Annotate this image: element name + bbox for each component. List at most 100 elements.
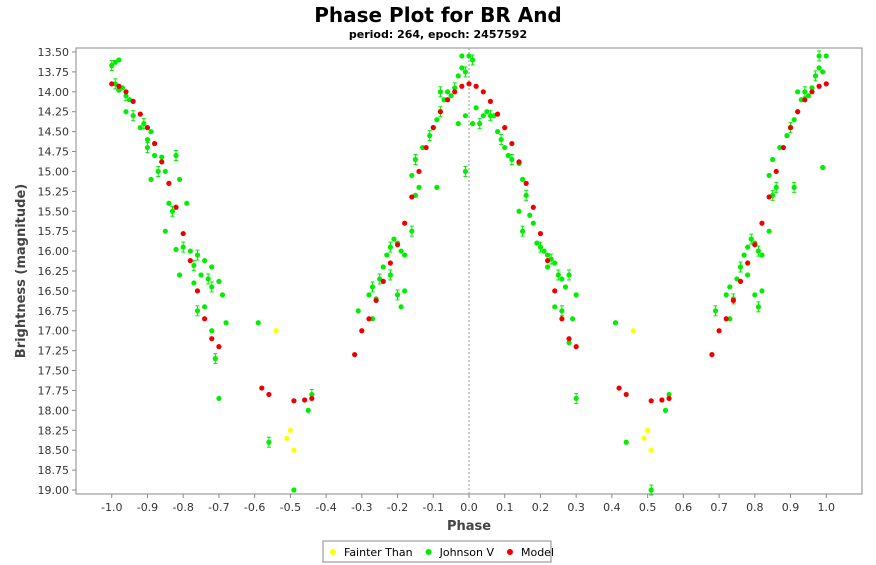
data-point xyxy=(309,395,315,402)
data-point xyxy=(795,89,801,95)
data-point xyxy=(727,284,733,290)
data-point xyxy=(412,156,419,163)
y-tick-label: 17.00 xyxy=(38,325,70,338)
data-point xyxy=(802,89,808,95)
x-tick-label: 0.4 xyxy=(603,501,621,514)
data-point xyxy=(141,121,147,127)
data-point xyxy=(462,69,469,75)
y-tick-label: 17.25 xyxy=(38,345,70,358)
data-point xyxy=(530,220,536,226)
data-point xyxy=(459,83,465,89)
data-point xyxy=(566,272,572,278)
data-point xyxy=(770,156,776,163)
data-point xyxy=(387,244,393,250)
y-tick-label: 18.25 xyxy=(38,424,70,437)
y-tick-label: 17.75 xyxy=(38,384,70,397)
data-point xyxy=(402,252,408,258)
legend-box xyxy=(322,540,552,563)
data-point xyxy=(462,113,469,119)
y-axis: 13.50 13.75 14.00 14.25 14.50 14.75 15.00 15.25… xyxy=(38,46,76,497)
data-point xyxy=(823,81,829,87)
data-point xyxy=(191,262,197,269)
data-point xyxy=(645,427,651,433)
data-point xyxy=(223,320,229,326)
data-point xyxy=(116,87,122,93)
data-point xyxy=(416,184,422,190)
x-tick-label: 0.0 xyxy=(460,501,478,514)
data-point xyxy=(452,85,458,91)
data-point xyxy=(566,336,572,342)
y-tick-label: 15.25 xyxy=(38,185,70,198)
data-point xyxy=(194,288,201,294)
data-point xyxy=(291,487,297,493)
legend-marker xyxy=(425,549,432,555)
data-point xyxy=(402,220,408,226)
data-point xyxy=(387,272,393,278)
data-point xyxy=(573,395,579,402)
data-point xyxy=(477,121,483,127)
data-point xyxy=(409,228,415,234)
data-point xyxy=(648,487,654,493)
data-point xyxy=(802,97,808,103)
data-point xyxy=(444,97,451,103)
data-point xyxy=(562,284,569,290)
data-point xyxy=(745,272,751,278)
legend: Fainter Than Johnson V Model xyxy=(322,540,554,563)
data-point xyxy=(759,220,765,226)
data-point xyxy=(502,144,508,151)
data-point xyxy=(437,109,444,115)
data-point xyxy=(641,435,647,441)
data-point xyxy=(505,152,511,159)
y-tick-label: 16.25 xyxy=(38,265,70,278)
data-point xyxy=(159,159,165,165)
data-point xyxy=(437,89,444,95)
data-point xyxy=(452,89,458,95)
data-point xyxy=(559,308,565,314)
data-point xyxy=(191,280,197,286)
data-point xyxy=(534,240,540,246)
data-point xyxy=(266,391,272,398)
data-point xyxy=(198,272,204,278)
data-point xyxy=(709,352,715,358)
data-point xyxy=(387,260,393,266)
data-point xyxy=(184,200,190,206)
data-point xyxy=(459,53,465,59)
data-point xyxy=(759,252,765,258)
y-tick-label: 18.50 xyxy=(38,444,70,457)
data-point xyxy=(494,129,501,135)
data-point xyxy=(487,113,494,119)
data-point xyxy=(430,125,436,131)
data-point xyxy=(416,168,422,175)
data-point xyxy=(398,248,404,254)
data-point xyxy=(159,154,165,160)
data-point xyxy=(173,152,179,159)
y-tick-label: 14.50 xyxy=(38,126,70,139)
x-axis-title: Phase xyxy=(447,519,491,534)
data-point xyxy=(466,53,472,59)
data-point xyxy=(755,304,761,310)
data-point xyxy=(455,73,461,79)
data-point xyxy=(662,407,669,413)
data-point xyxy=(384,252,390,258)
data-point xyxy=(809,89,815,95)
y-tick-label: 15.75 xyxy=(38,225,70,238)
data-point xyxy=(259,385,265,391)
data-point xyxy=(459,65,465,71)
data-point xyxy=(573,344,579,350)
data-point xyxy=(309,391,315,398)
data-point xyxy=(537,230,544,237)
data-point xyxy=(555,272,561,278)
data-point xyxy=(473,105,479,111)
data-point xyxy=(648,398,654,404)
y-tick-label: 14.25 xyxy=(38,106,70,119)
y-tick-label: 18.75 xyxy=(38,464,70,477)
data-point xyxy=(409,172,415,179)
data-point xyxy=(502,125,508,131)
data-point xyxy=(394,292,401,298)
data-point xyxy=(519,176,526,183)
data-point xyxy=(434,117,440,123)
x-tick-label: -0.6 xyxy=(244,501,265,514)
data-point xyxy=(216,344,222,350)
data-point xyxy=(745,244,751,250)
y-tick-label: 16.50 xyxy=(38,285,70,298)
